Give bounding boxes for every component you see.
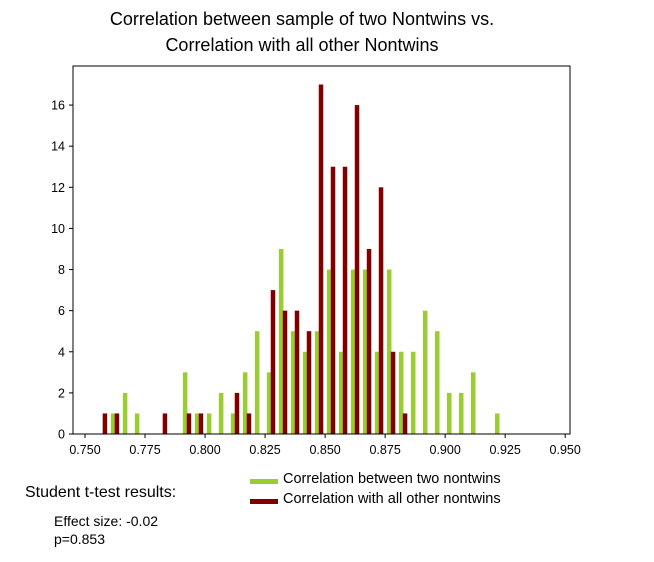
effect-size-text: Effect size: -0.02 (54, 513, 159, 529)
bar-series-2 (354, 105, 360, 434)
bar-series-1 (290, 331, 296, 434)
bar-series-2 (102, 413, 108, 434)
bar-series-1 (350, 269, 356, 434)
bar-series-2 (282, 310, 288, 434)
bar-series-1 (230, 413, 236, 434)
bar-series-2 (234, 392, 240, 434)
bar-series-2 (306, 331, 312, 434)
bar-series-1 (194, 413, 200, 434)
bar-series-1 (446, 392, 452, 434)
bar-series-1 (182, 372, 188, 434)
bar-series-1 (434, 331, 440, 434)
y-tick-label: 6 (58, 304, 65, 318)
bar-series-2 (246, 413, 252, 434)
bar-series-2 (186, 413, 192, 434)
bar-series-1 (422, 310, 428, 434)
bar-series-2 (366, 248, 372, 434)
plot-frame (72, 65, 571, 435)
bar-series-1 (218, 392, 224, 434)
x-tick-label: 0.925 (490, 443, 521, 457)
bar-series-1 (206, 413, 212, 434)
y-tick-label: 10 (51, 222, 65, 236)
bar-series-1 (314, 331, 320, 434)
legend-swatch-green (250, 479, 278, 484)
bar-series-2 (270, 290, 276, 434)
chart-title-line-2: Correlation with all other Nontwins (165, 35, 439, 55)
x-tick-label: 0.800 (189, 443, 220, 457)
bar-series-1 (134, 413, 140, 434)
bar-series-2 (162, 413, 168, 434)
bar-series-1 (302, 351, 308, 434)
bar-series-2 (330, 166, 336, 435)
bar-series-1 (242, 372, 248, 434)
y-tick-label: 12 (51, 181, 65, 195)
chart-title-line-1: Correlation between sample of two Nontwi… (109, 9, 495, 29)
bar-series-2 (114, 413, 120, 434)
y-tick-label: 16 (51, 99, 65, 113)
x-tick-label: 0.775 (129, 443, 160, 457)
bar-series-1 (122, 392, 128, 434)
bar-series-2 (342, 166, 348, 435)
bar-series-1 (410, 351, 416, 434)
bar-series-2 (390, 351, 396, 434)
histogram-chart: 0.750 0.775 0.800 0.825 0.850 0.875 0.900 0.925… (51, 65, 581, 457)
x-tick-label: 0.825 (249, 443, 280, 457)
x-tick-label: 0.875 (369, 443, 400, 457)
y-tick-label: 8 (58, 263, 65, 277)
bar-series-1 (386, 269, 392, 434)
bar-series-1 (470, 372, 476, 434)
bar-series-2 (198, 413, 204, 434)
bar-series-2 (378, 187, 384, 434)
x-tick-label: 0.900 (430, 443, 461, 457)
bar-series-1 (278, 248, 284, 434)
y-tick-label: 4 (58, 345, 65, 359)
y-tick-label: 2 (58, 386, 65, 400)
bar-series-1 (338, 351, 344, 434)
x-tick-label: 0.950 (550, 443, 581, 457)
bar-series-1 (362, 269, 368, 434)
bar-series-2 (402, 413, 408, 434)
bar-series-1 (495, 413, 500, 434)
y-tick-label: 14 (51, 140, 65, 154)
bar-series-1 (398, 351, 404, 434)
stats-heading: Student t-test results: (25, 484, 177, 501)
bar-series-1 (374, 351, 380, 434)
bar-series-1 (110, 413, 116, 434)
legend-swatch-dark-red (250, 499, 278, 504)
bar-series-2 (294, 310, 300, 434)
bar-series-1 (458, 392, 464, 434)
bar-series-2 (318, 84, 324, 434)
bar-series-1 (254, 331, 260, 434)
p-value-text: p=0.853 (54, 531, 105, 547)
legend-label: Correlation between two nontwins (283, 471, 501, 487)
bar-series-1 (266, 372, 272, 434)
x-tick-label: 0.850 (309, 443, 340, 457)
x-tick-label: 0.750 (69, 443, 100, 457)
legend-label: Correlation with all other nontwins (283, 491, 501, 507)
y-tick-label: 0 (58, 428, 65, 442)
bar-series-1 (326, 269, 332, 434)
